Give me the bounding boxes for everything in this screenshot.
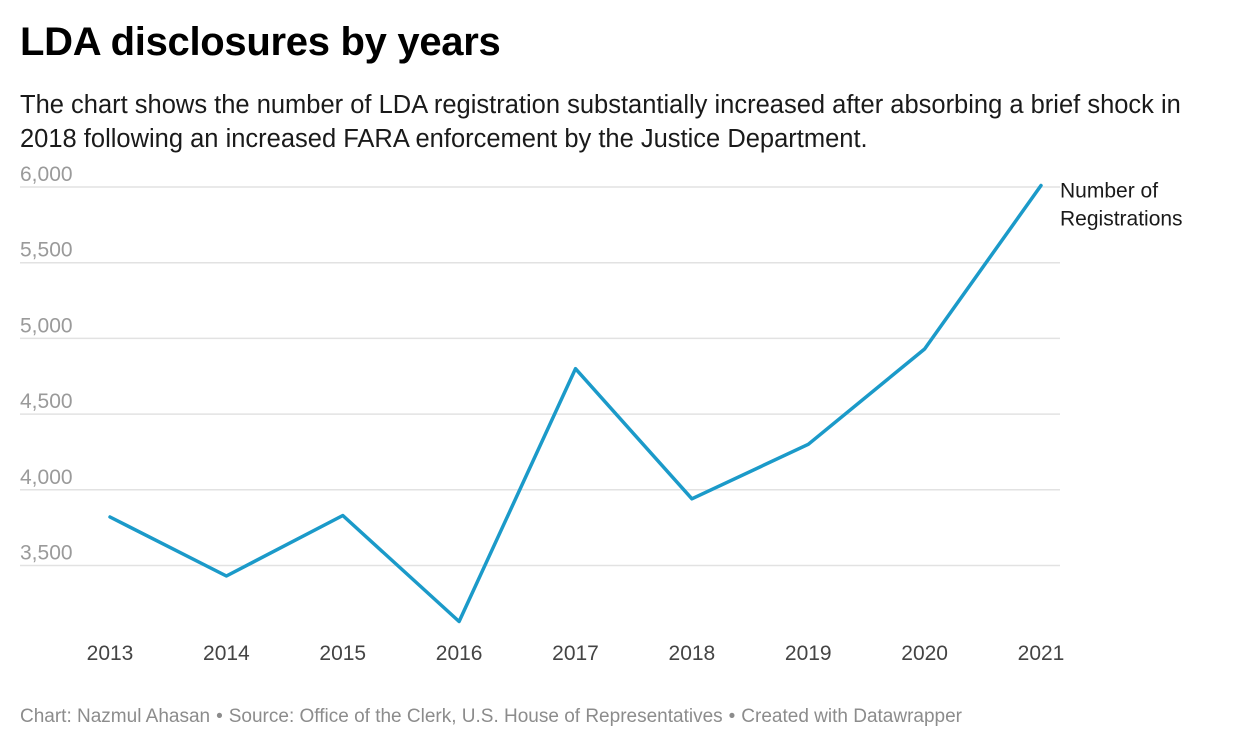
chart-title: LDA disclosures by years bbox=[20, 20, 501, 64]
x-axis-tick-labels: 2013 2014 2015 2016 2017 2018 2019 2020 2021 bbox=[87, 642, 1065, 665]
series-line bbox=[108, 183, 1043, 624]
series-label-line: Number of bbox=[1060, 179, 1158, 202]
y-tick-label: 3,500 bbox=[20, 541, 73, 564]
x-tick-label: 2016 bbox=[436, 642, 483, 665]
y-tick-label: 4,500 bbox=[20, 390, 73, 413]
footer-separator: • bbox=[728, 706, 736, 727]
y-tick-label: 5,000 bbox=[20, 314, 73, 337]
series-layer bbox=[108, 183, 1043, 624]
x-tick-label: 2021 bbox=[1018, 642, 1065, 665]
chart-credit: Chart: Nazmul Ahasan bbox=[20, 706, 211, 727]
x-tick-label: 2020 bbox=[901, 642, 948, 665]
y-tick-label: 4,000 bbox=[20, 466, 73, 489]
chart-footer: Chart: Nazmul Ahasan • Source: Office of t… bbox=[20, 706, 962, 728]
footer-separator: • bbox=[216, 706, 223, 727]
series-label-line: Registrations bbox=[1060, 207, 1183, 230]
y-tick-label: 5,500 bbox=[20, 239, 73, 262]
chart-subtitle: The chart shows the number of LDA regist… bbox=[20, 91, 1181, 153]
series-label-layer: Number of Registrations bbox=[1060, 179, 1183, 230]
x-tick-label: 2014 bbox=[203, 642, 250, 665]
x-tick-label: 2017 bbox=[552, 642, 599, 665]
source-note: Source: Office of the Clerk, U.S. House … bbox=[228, 706, 723, 727]
x-tick-label: 2019 bbox=[785, 642, 832, 665]
x-tick-label: 2018 bbox=[669, 642, 716, 665]
y-tick-label: 6,000 bbox=[20, 163, 73, 186]
x-tick-label: 2013 bbox=[87, 642, 134, 665]
created-with-note: Created with Datawrapper bbox=[741, 706, 963, 727]
y-axis-tick-labels: 3,500 4,000 4,500 5,000 5,500 6,000 bbox=[20, 163, 73, 564]
series-label: Number of Registrations bbox=[1060, 179, 1183, 230]
gridlines bbox=[20, 186, 1060, 567]
x-tick-label: 2015 bbox=[319, 642, 366, 665]
